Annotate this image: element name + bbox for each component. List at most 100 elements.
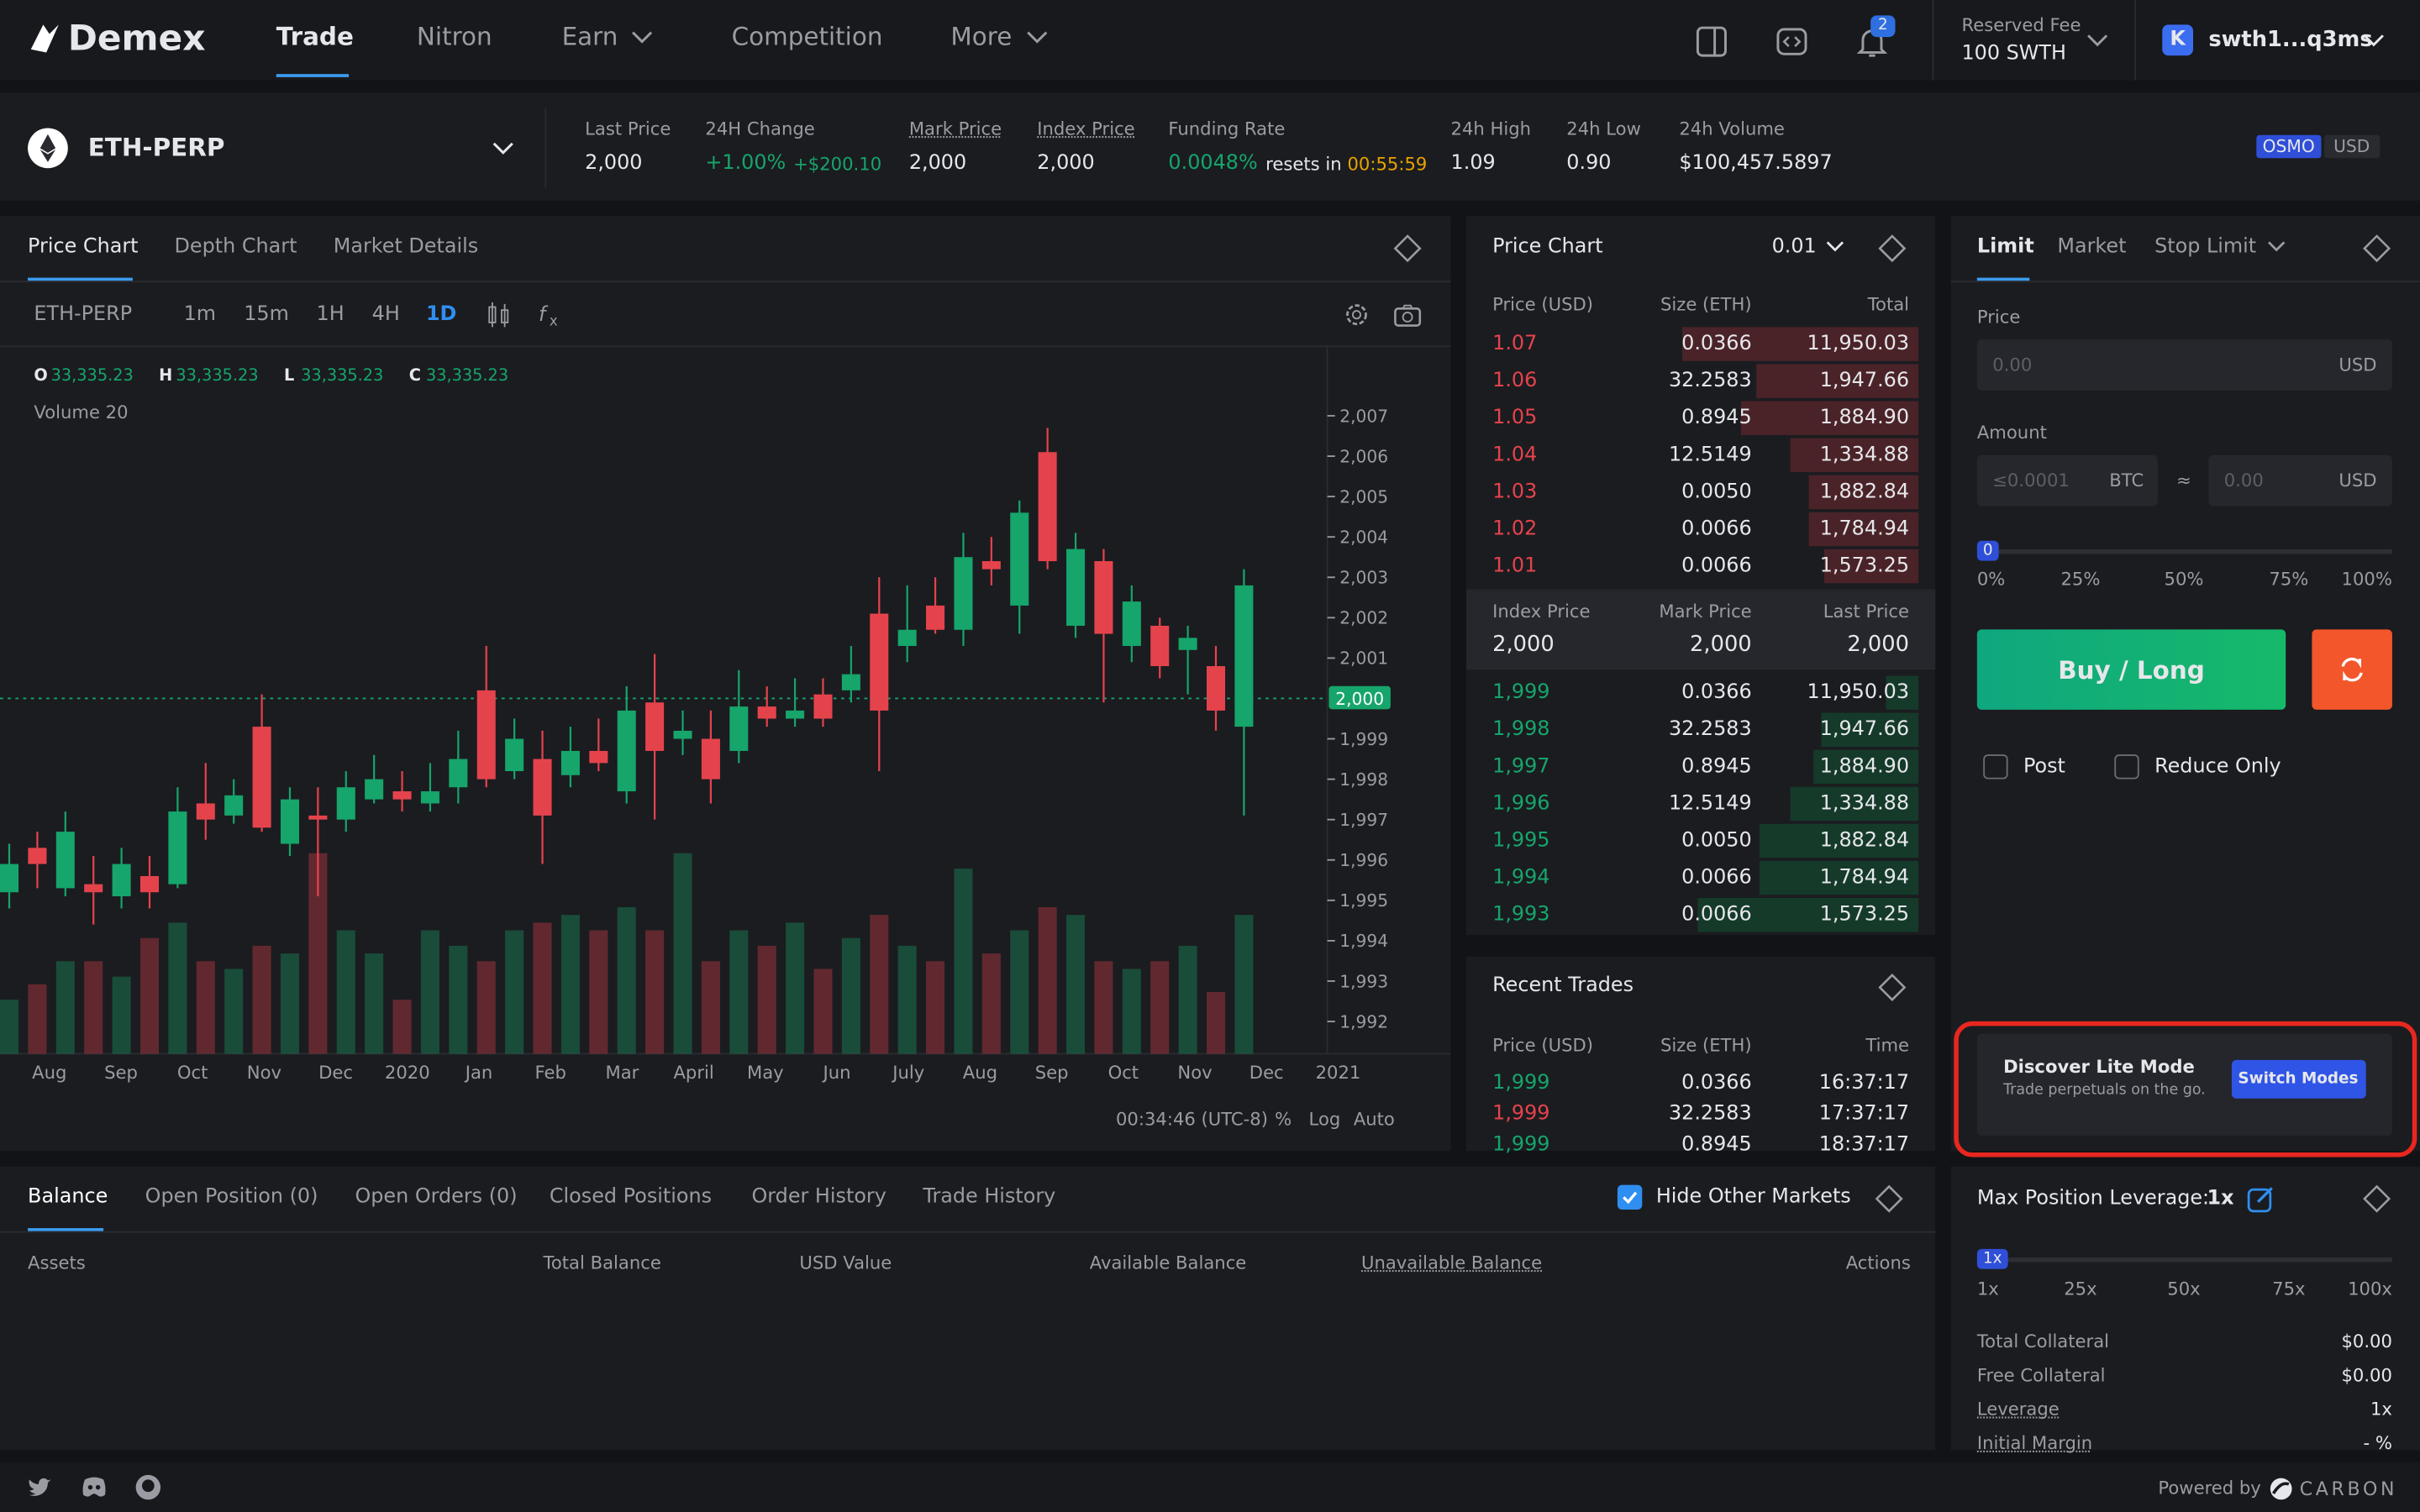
edit-icon[interactable]	[2245, 1184, 2276, 1215]
ohlc-value: 33,335.23	[50, 366, 134, 386]
bottom-tab[interactable]: Balance	[28, 1185, 108, 1210]
slider-label: 75%	[2269, 568, 2309, 591]
candlestick-chart: 1,992 1,993 1,994 1,995 1,996 1,997 1,998 1,999…	[0, 347, 1451, 1083]
bottom-tab[interactable]: Trade History	[923, 1185, 1056, 1210]
interval[interactable]: 1H	[316, 302, 345, 327]
expand-icon[interactable]	[2363, 1184, 2391, 1213]
x-tick-label: July	[891, 1062, 924, 1083]
slider-track[interactable]	[1976, 1257, 2392, 1263]
slider-thumb[interactable]: 0	[1976, 540, 1999, 561]
hide-markets-label[interactable]: Hide Other Markets	[1655, 1185, 1851, 1210]
settings-icon[interactable]	[1343, 301, 1370, 328]
discord-icon[interactable]	[81, 1475, 108, 1499]
chevron[interactable]	[2265, 239, 2287, 255]
chart-footer-item[interactable]: Log	[1308, 1108, 1341, 1130]
bottom-tab[interactable]: Closed Positions	[549, 1185, 713, 1210]
nav-tab[interactable]: Nitron	[416, 21, 492, 51]
bottom-tab[interactable]: Order History	[751, 1185, 886, 1210]
price-input[interactable]	[1976, 339, 2392, 391]
interval[interactable]: 1m	[183, 302, 217, 327]
expand-icon[interactable]	[1393, 234, 1422, 263]
amount-usd-unit: USD	[2338, 469, 2377, 491]
candle-type-icon[interactable]	[485, 301, 513, 328]
nav-tab[interactable]: More	[950, 21, 1013, 51]
checkbox-label[interactable]: Post	[2023, 755, 2065, 779]
volume-bar	[196, 961, 215, 1054]
ask-cell: 1.01	[1492, 554, 1538, 578]
nav-tab[interactable]: Earn	[561, 21, 618, 51]
volume-bar	[505, 930, 524, 1054]
candle-body	[533, 759, 552, 816]
toggle-active[interactable]: OSMO	[2256, 134, 2322, 159]
candle-body	[55, 832, 75, 889]
buy-button[interactable]	[1976, 629, 2286, 710]
chevron[interactable]	[491, 139, 515, 157]
order-tab[interactable]: Stop Limit	[2154, 235, 2257, 259]
nav-tab[interactable]: Competition	[731, 21, 883, 51]
chart-footer-item: 00:34:46 (UTC-8)	[1115, 1108, 1268, 1130]
expand-icon[interactable]	[1878, 234, 1907, 263]
bid-cell: 1,993	[1492, 903, 1550, 927]
eth-icon	[28, 128, 68, 169]
x-tick-label: May	[747, 1062, 784, 1083]
volume-bar	[168, 922, 187, 1054]
leverage-row-label: Leverage	[1976, 1398, 2060, 1420]
chevron[interactable]	[2361, 31, 2386, 50]
slider-track[interactable]	[1976, 549, 2392, 554]
code-icon[interactable]	[1775, 24, 1808, 58]
github-icon[interactable]	[134, 1473, 162, 1501]
trade-time: 16:37:17	[1818, 1071, 1910, 1095]
checkbox-label[interactable]: Reduce Only	[2154, 755, 2281, 779]
checkbox[interactable]	[1983, 754, 2008, 780]
chart-footer-item[interactable]: Auto	[1353, 1108, 1395, 1130]
ask-cell: 1,784.94	[1819, 517, 1910, 541]
interval[interactable]: 15m	[244, 302, 289, 327]
tick-size[interactable]: 0.01	[1771, 235, 1817, 259]
candle-body	[1094, 561, 1113, 634]
account[interactable]: swth1...q3ms	[2208, 28, 2373, 53]
amount-usd-input[interactable]	[2208, 454, 2392, 507]
swap-button[interactable]	[2312, 629, 2392, 710]
interval[interactable]: 1D	[425, 302, 457, 327]
order-tab[interactable]: Limit	[1976, 235, 2034, 259]
chart-tab[interactable]: Depth Chart	[174, 235, 297, 259]
bid-cell: 0.0366	[1681, 680, 1752, 705]
chart-tab[interactable]: Price Chart	[28, 235, 139, 259]
stat-extra: +$200.10	[793, 153, 882, 176]
x-tick-label: Sep	[104, 1062, 138, 1083]
bid-cell: 1,882.84	[1819, 829, 1910, 853]
toggle-option[interactable]: USD	[2324, 134, 2380, 159]
slider-thumb[interactable]: 1x	[1976, 1248, 2008, 1269]
expand-icon[interactable]	[2363, 234, 2391, 263]
divider	[0, 281, 1451, 283]
market-symbol[interactable]: ETH-PERP	[87, 132, 225, 162]
nav-tab[interactable]: Trade	[276, 21, 354, 51]
chevron[interactable]	[1824, 239, 1846, 255]
candle-body	[139, 875, 160, 893]
chart-footer-item[interactable]: %	[1275, 1108, 1292, 1130]
candle-body	[786, 710, 805, 719]
camera-icon[interactable]	[1394, 301, 1422, 328]
bottom-tab[interactable]: Open Position (0)	[145, 1185, 318, 1210]
order-tab[interactable]: Market	[2057, 235, 2127, 259]
slider-label: 0%	[1976, 568, 2006, 591]
layout-icon[interactable]	[1695, 24, 1728, 58]
checkbox-checked[interactable]	[1617, 1184, 1643, 1210]
interval[interactable]: 4H	[371, 302, 400, 327]
amount-input[interactable]	[1976, 454, 2158, 507]
trades-header: Price (USD)	[1492, 1034, 1593, 1056]
expand-icon[interactable]	[1878, 973, 1907, 1002]
chart-tab[interactable]: Market Details	[333, 235, 479, 259]
bottom-tab[interactable]: Open Orders (0)	[355, 1185, 518, 1210]
volume-bar	[701, 961, 720, 1054]
checkbox[interactable]	[2114, 754, 2139, 780]
switch-button[interactable]	[2231, 1059, 2366, 1099]
twitter-icon[interactable]	[28, 1475, 52, 1499]
chevron[interactable]	[2085, 31, 2109, 50]
switch-button-label[interactable]: Switch Modes	[2238, 1070, 2359, 1088]
bid-cell: 1,995	[1492, 829, 1550, 853]
expand-icon[interactable]	[1875, 1184, 1903, 1213]
y-tick-label: 2,001	[1339, 648, 1388, 669]
buy-button-label[interactable]: Buy / Long	[2058, 655, 2205, 685]
